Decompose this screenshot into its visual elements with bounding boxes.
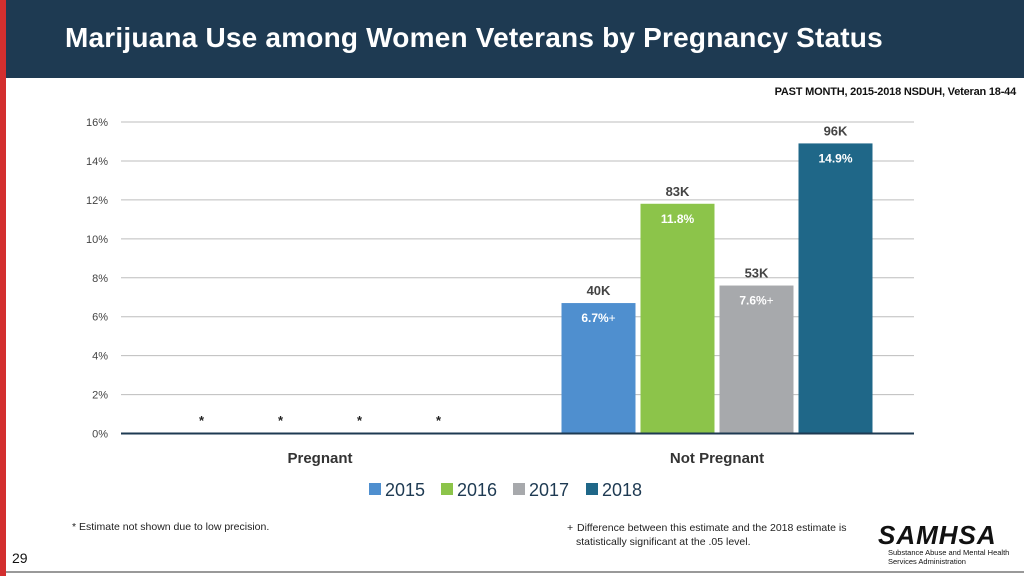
- slide-header: Marijuana Use among Women Veterans by Pr…: [6, 0, 1024, 78]
- y-tick-label: 6%: [92, 312, 108, 324]
- suppressed-estimate-marker: *: [436, 413, 442, 428]
- bar-count-label: 96K: [824, 123, 848, 138]
- bar-2015: [561, 303, 636, 434]
- y-tick-label: 10%: [86, 234, 108, 246]
- bar-value-label: 14.9%: [818, 151, 852, 165]
- footnote-significance-symbol: +: [567, 522, 574, 534]
- legend-label-2016: 2016: [457, 480, 497, 500]
- bar-value-label: 6.7%+: [581, 311, 615, 325]
- x-category-label: Not Pregnant: [670, 450, 764, 467]
- significance-marker: +: [609, 311, 616, 325]
- footnote-significance: + Difference between this estimate and th…: [567, 521, 867, 549]
- logo-mark: SAMHSA: [878, 520, 997, 550]
- bar-count-label: 53K: [745, 266, 769, 281]
- y-tick-label: 12%: [86, 195, 108, 207]
- bar-2017: [719, 285, 794, 434]
- footnote-low-precision: * Estimate not shown due to low precisio…: [72, 521, 270, 533]
- footnote-significance-line2: statistically significant at the .05 lev…: [576, 536, 751, 548]
- bar-value-label: 7.6%+: [739, 294, 773, 308]
- chart-subtitle: PAST MONTH, 2015-2018 NSDUH, Veteran 18-…: [774, 86, 1017, 98]
- slide-title: Marijuana Use among Women Veterans by Pr…: [65, 22, 883, 53]
- logo-subtext: Substance Abuse and Mental Health Servic…: [888, 548, 1010, 566]
- legend-swatch-2016: [441, 483, 453, 495]
- bar-2016: [640, 203, 715, 434]
- significance-marker: +: [767, 294, 774, 308]
- bar-count-label: 40K: [587, 283, 611, 298]
- x-category-label: Pregnant: [287, 450, 352, 467]
- suppressed-estimate-marker: *: [278, 413, 284, 428]
- y-tick-label: 2%: [92, 390, 108, 402]
- legend-label-2017: 2017: [529, 480, 569, 500]
- y-tick-label: 0%: [92, 429, 108, 441]
- y-tick-label: 8%: [92, 273, 108, 285]
- legend-label-2018: 2018: [602, 480, 642, 500]
- legend-label-2015: 2015: [385, 480, 425, 500]
- samhsa-logo: SAMHSA Substance Abuse and Mental Health…: [878, 522, 1018, 566]
- legend-swatch-2017: [513, 483, 525, 495]
- y-tick-label: 14%: [86, 156, 108, 168]
- page-number: 29: [12, 550, 28, 566]
- bottom-divider: [6, 571, 1024, 573]
- bar-2018: [798, 143, 873, 434]
- y-tick-label: 16%: [86, 117, 108, 129]
- bar-value-label: 11.8%: [661, 212, 695, 226]
- suppressed-estimate-marker: *: [199, 413, 205, 428]
- y-tick-label: 4%: [92, 351, 108, 363]
- legend-swatch-2015: [369, 483, 381, 495]
- bar-count-label: 83K: [666, 184, 690, 199]
- accent-bar: [0, 0, 6, 576]
- suppressed-estimate-marker: *: [357, 413, 363, 428]
- footnote-significance-line1: Difference between this estimate and the…: [577, 522, 847, 534]
- legend-swatch-2018: [586, 483, 598, 495]
